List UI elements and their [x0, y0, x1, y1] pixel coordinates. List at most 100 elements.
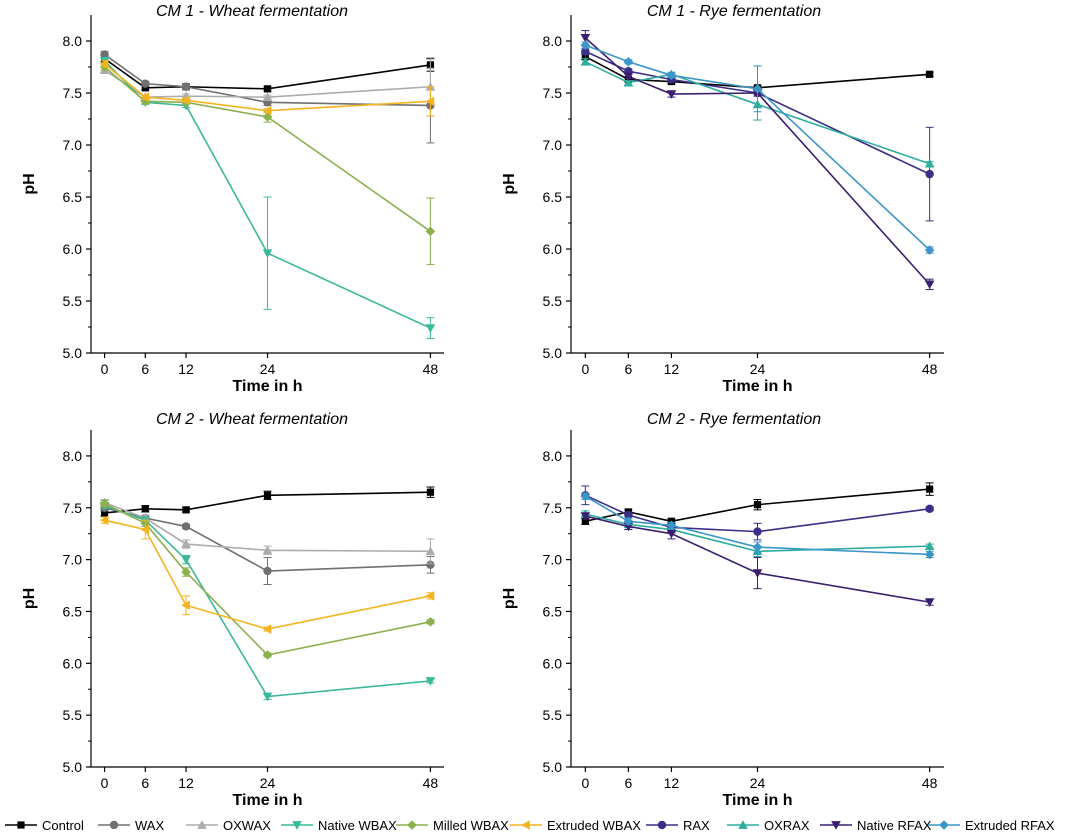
data-point — [262, 692, 273, 702]
data-point — [99, 515, 109, 526]
data-point — [262, 650, 273, 660]
chart-panel-2: CM 1 - Rye fermentation 5.0 5.5 6.0 6.5 7.0 7.… — [501, 3, 944, 395]
series-control — [100, 55, 435, 93]
x-tick-label: 48 — [922, 775, 938, 791]
x-tick-label: 6 — [141, 775, 149, 791]
data-point — [181, 567, 191, 577]
y-tick-label: 6.5 — [63, 603, 83, 619]
x-tick-label: 12 — [664, 361, 680, 377]
data-point — [924, 158, 935, 168]
data-point — [181, 95, 190, 106]
data-point — [752, 542, 763, 552]
legend-label: RAX — [683, 818, 710, 833]
data-point — [425, 677, 436, 686]
data-point — [623, 77, 634, 87]
y-tick-label: 6.0 — [63, 655, 83, 671]
series-wax — [100, 503, 435, 586]
legend-label: Extruded WBAX — [547, 818, 641, 833]
data-point — [425, 96, 435, 107]
x-tick-label: 24 — [750, 775, 766, 791]
data-point — [99, 498, 110, 509]
data-point — [425, 591, 435, 601]
data-point — [262, 624, 272, 634]
y-tick-label: 5.0 — [63, 759, 83, 775]
series-control — [581, 482, 934, 525]
legend-marker — [657, 820, 667, 830]
x-axis-label: Time in h — [233, 378, 303, 395]
y-tick-label: 5.5 — [63, 707, 83, 723]
legend-label: WAX — [135, 818, 164, 833]
data-point — [425, 617, 436, 627]
x-tick-label: 6 — [624, 361, 632, 377]
legend-item-native-rfax: Native RFAX — [820, 818, 932, 833]
y-tick-label: 7.5 — [63, 500, 83, 516]
legend-item-extruded-wbax: Extruded WBAX — [510, 818, 641, 833]
data-point — [926, 485, 934, 493]
panels: CM 1 - Wheat fermentation 5.0 5.5 6.0 6.5 7.0… — [21, 3, 944, 809]
legend-item-control: Control — [5, 818, 84, 833]
y-tick-label: 6.0 — [543, 655, 563, 671]
y-axis-label: pH — [21, 588, 38, 609]
x-tick-label: 6 — [141, 361, 149, 377]
data-point — [263, 491, 272, 499]
legend-marker — [939, 820, 949, 830]
y-tick-label: 5.0 — [63, 345, 83, 361]
data-point — [580, 40, 591, 50]
data-point — [181, 555, 191, 565]
data-point — [924, 541, 935, 550]
legend-item-extruded-rfax: Extruded RFAX — [928, 818, 1055, 833]
data-point — [140, 524, 150, 535]
data-point — [141, 505, 149, 513]
legend-marker — [738, 820, 748, 829]
data-point — [753, 527, 762, 536]
data-point — [623, 516, 634, 527]
data-point — [581, 47, 590, 56]
data-point — [141, 79, 150, 88]
y-tick-label: 6.5 — [543, 189, 563, 205]
legend-label: Milled WBAX — [433, 818, 509, 833]
data-point — [426, 560, 435, 569]
chart-panel-4: CM 2 - Rye fermentation 5.0 5.5 6.0 6.5 7.0 7.… — [501, 411, 944, 809]
x-axis-label: Time in h — [233, 792, 303, 809]
y-tick-label: 6.5 — [63, 189, 83, 205]
data-point — [181, 522, 191, 531]
series-control — [100, 486, 435, 517]
legend-label: OXWAX — [223, 818, 271, 833]
y-axis-label: pH — [501, 173, 518, 194]
y-tick-label: 7.5 — [543, 500, 563, 516]
legend-item-oxrax: OXRAX — [727, 818, 810, 833]
data-point — [425, 546, 436, 556]
legend-label: Native RFAX — [857, 818, 932, 833]
data-point — [925, 169, 934, 179]
x-tick-label: 12 — [664, 775, 680, 791]
x-tick-label: 0 — [101, 361, 109, 377]
series-oxwax — [99, 497, 436, 565]
legend-marker — [197, 820, 207, 829]
y-tick-label: 7.0 — [63, 137, 83, 153]
data-point — [262, 545, 273, 555]
data-point — [666, 520, 677, 531]
y-tick-label: 7.0 — [543, 137, 563, 153]
data-point — [181, 539, 191, 548]
legend-marker — [407, 820, 417, 830]
y-tick-label: 6.0 — [63, 241, 83, 257]
data-point — [140, 96, 151, 107]
data-point — [263, 85, 272, 93]
y-axis-label: pH — [21, 173, 38, 194]
data-point — [623, 57, 634, 67]
legend-label: OXRAX — [764, 818, 810, 833]
y-tick-label: 8.0 — [543, 33, 563, 49]
series-extruded-wbax — [99, 515, 435, 634]
legend: Control WAX OXWAX Native WBAX Milled WBAX Ext… — [5, 818, 1055, 833]
data-point — [924, 549, 935, 560]
legend-item-wax: WAX — [98, 818, 164, 833]
x-tick-label: 24 — [260, 361, 276, 377]
data-point — [99, 59, 109, 69]
x-tick-label: 0 — [101, 775, 109, 791]
panel-title: CM 1 - Wheat fermentation — [156, 3, 348, 20]
data-point — [181, 82, 191, 91]
y-tick-label: 5.5 — [543, 293, 563, 309]
data-point — [580, 491, 591, 502]
x-tick-label: 0 — [581, 775, 589, 791]
